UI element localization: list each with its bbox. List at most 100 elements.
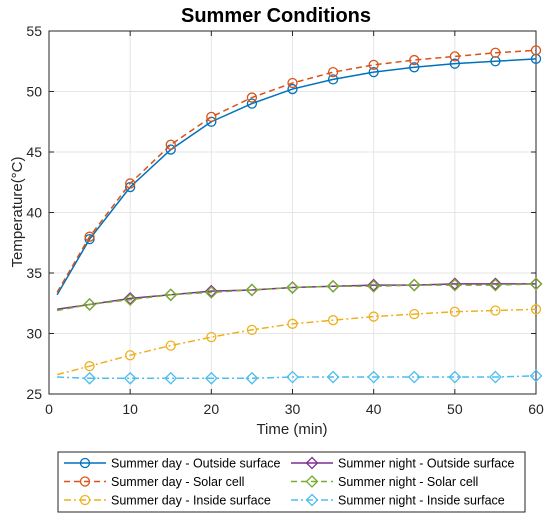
- circle-marker: [368, 59, 379, 71]
- y-axis-label: Temperature(°C): [9, 156, 26, 267]
- legend-label: Summer day - Solar cell: [111, 475, 244, 489]
- diamond-marker: [407, 370, 421, 384]
- diamond-marker: [367, 370, 381, 384]
- series: [56, 45, 542, 293]
- y-tick-label: 50: [26, 84, 42, 100]
- diamond-marker: [326, 370, 340, 384]
- diamond-marker: [326, 279, 340, 293]
- circle-marker: [84, 231, 95, 242]
- circle-marker: [206, 111, 217, 123]
- circle-marker: [327, 74, 339, 85]
- legend-label: Summer night - Inside surface: [338, 494, 505, 508]
- legend-label: Summer night - Solar cell: [338, 475, 478, 489]
- circle-marker: [125, 350, 136, 361]
- diamond-marker: [286, 370, 299, 384]
- y-tick-label: 45: [26, 144, 42, 160]
- legend-label: Summer night - Outside surface: [338, 457, 515, 471]
- series-line: [56, 308, 537, 376]
- diamond-marker: [164, 371, 178, 385]
- circle-marker: [490, 305, 501, 316]
- x-tick-label: 40: [366, 401, 382, 417]
- circle-marker: [490, 47, 501, 58]
- circle-marker: [449, 306, 460, 317]
- circle-marker: [530, 304, 542, 315]
- diamond-marker: [245, 371, 259, 385]
- circle-marker: [165, 340, 176, 351]
- circle-marker: [409, 54, 420, 66]
- x-tick-label: 0: [45, 401, 53, 417]
- diamond-marker: [305, 493, 319, 507]
- legend-label: Summer day - Inside surface: [111, 494, 271, 508]
- diamond-marker: [204, 285, 218, 299]
- y-tick-label: 25: [26, 386, 42, 402]
- series: [57, 369, 543, 385]
- circle-marker: [206, 331, 217, 343]
- circle-marker: [409, 62, 420, 73]
- diamond-marker: [286, 281, 299, 294]
- diamond-marker: [448, 370, 462, 384]
- diamond-marker: [123, 371, 137, 385]
- series-line: [56, 58, 537, 296]
- x-tick-label: 20: [204, 401, 220, 417]
- y-tick-label: 55: [26, 23, 42, 39]
- diamond-marker: [448, 278, 462, 292]
- diamond-marker: [529, 369, 543, 383]
- circle-marker: [246, 324, 258, 336]
- diamond-marker: [367, 279, 381, 293]
- diamond-marker: [367, 278, 381, 292]
- series: [56, 277, 543, 312]
- legend-item: Summer night - Inside surface: [291, 494, 505, 508]
- circle-marker: [327, 315, 339, 326]
- series-line: [57, 283, 536, 311]
- diamond-marker: [83, 298, 97, 311]
- circle-marker: [165, 139, 176, 150]
- x-tick-label: 30: [285, 401, 301, 417]
- data-series: [56, 45, 543, 385]
- circle-marker: [125, 178, 136, 189]
- diamond-marker: [407, 278, 421, 292]
- diamond-marker: [488, 277, 502, 291]
- y-tick-label: 30: [26, 326, 42, 342]
- diamond-marker: [305, 456, 319, 470]
- legend-item: Summer day - Inside surface: [64, 494, 271, 508]
- circle-marker: [84, 361, 95, 372]
- legend-item: Summer day - Solar cell: [64, 475, 244, 489]
- legend-item: Summer night - Solar cell: [291, 475, 478, 489]
- diamond-marker: [204, 371, 218, 385]
- circle-marker: [246, 98, 258, 109]
- diamond-marker: [488, 278, 502, 292]
- series-line: [56, 49, 537, 293]
- y-tick-label: 35: [26, 265, 42, 281]
- diamond-marker: [488, 370, 502, 384]
- circle-marker: [206, 116, 217, 127]
- series: [56, 53, 542, 296]
- legend-item: Summer day - Outside surface: [64, 457, 281, 471]
- x-tick-label: 10: [122, 401, 138, 417]
- series-line: [56, 283, 537, 312]
- x-axis-label: Time (min): [256, 421, 327, 438]
- circle-marker: [449, 58, 460, 69]
- diamond-marker: [164, 288, 178, 302]
- chart-title: Summer Conditions: [181, 5, 371, 27]
- legend-label: Summer day - Outside surface: [111, 457, 281, 471]
- series-line: [57, 375, 537, 380]
- x-tick-label: 50: [447, 401, 463, 417]
- circle-marker: [79, 494, 91, 506]
- circle-marker: [449, 51, 460, 62]
- x-tick-label: 60: [528, 401, 544, 417]
- circle-marker: [287, 83, 298, 95]
- circle-marker: [287, 318, 298, 329]
- series: [56, 304, 542, 376]
- circle-marker: [409, 308, 420, 320]
- diamond-marker: [123, 291, 137, 305]
- circle-marker: [79, 457, 91, 469]
- diamond-marker: [448, 277, 462, 291]
- diamond-marker: [529, 277, 543, 291]
- circle-marker: [287, 77, 298, 89]
- diamond-marker: [305, 475, 319, 488]
- circle-marker: [246, 92, 258, 103]
- circle-marker: [368, 311, 379, 322]
- diamond-marker: [245, 283, 259, 297]
